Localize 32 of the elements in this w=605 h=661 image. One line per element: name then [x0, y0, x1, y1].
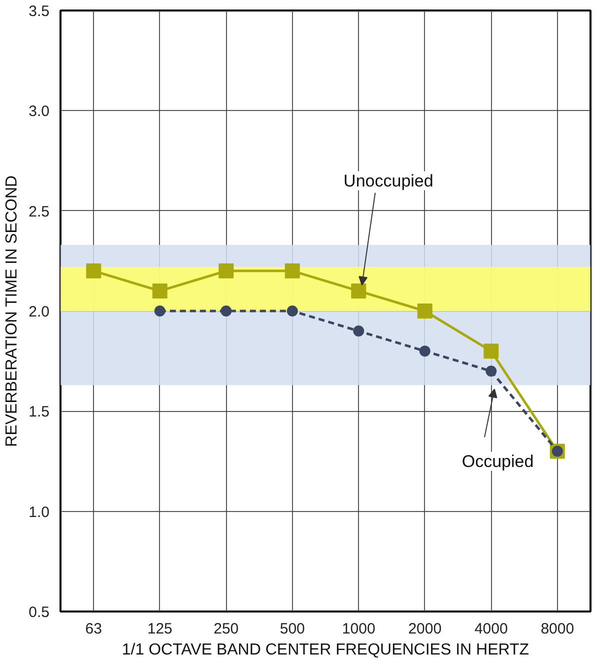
- y-tick-label: 3.0: [28, 103, 50, 120]
- x-tick-label: 63: [85, 620, 102, 638]
- y-tick-label: 2.5: [28, 203, 50, 220]
- point: [220, 306, 232, 316]
- y-tick-label: 1.0: [28, 504, 50, 521]
- point: [486, 366, 497, 377]
- point: [284, 263, 300, 278]
- y-tick-label: 1.5: [28, 404, 50, 421]
- text: Unoccupied: [344, 171, 434, 190]
- point: [86, 263, 102, 278]
- x-tick-label: 125: [147, 620, 172, 638]
- x-tick-label: 4000: [474, 620, 508, 638]
- point: [218, 263, 234, 278]
- x-tick-label: 1000: [342, 620, 376, 638]
- point: [154, 306, 166, 316]
- point: [286, 306, 298, 316]
- x-axis-title: 1/1 OCTAVE BAND CENTER FREQUENCIES IN HERTZ: [122, 642, 530, 658]
- point: [351, 283, 366, 298]
- point: [484, 344, 499, 359]
- y-tick-label: 3.5: [28, 3, 50, 20]
- y-tick-label: 0.5: [28, 604, 50, 621]
- y-axis-title: REVERBERATION TIME IN SECOND: [4, 175, 21, 447]
- x-tick-label: 8000: [540, 620, 574, 638]
- x-tick-label: 2000: [408, 620, 442, 638]
- point: [417, 304, 432, 318]
- point: [353, 326, 364, 337]
- y-tick-label: 2.0: [28, 304, 50, 320]
- point: [419, 346, 430, 357]
- x-tick-label: 500: [280, 620, 305, 638]
- series-label: Occupied: [462, 452, 534, 471]
- point: [152, 283, 168, 298]
- x-tick-label: 250: [214, 620, 239, 638]
